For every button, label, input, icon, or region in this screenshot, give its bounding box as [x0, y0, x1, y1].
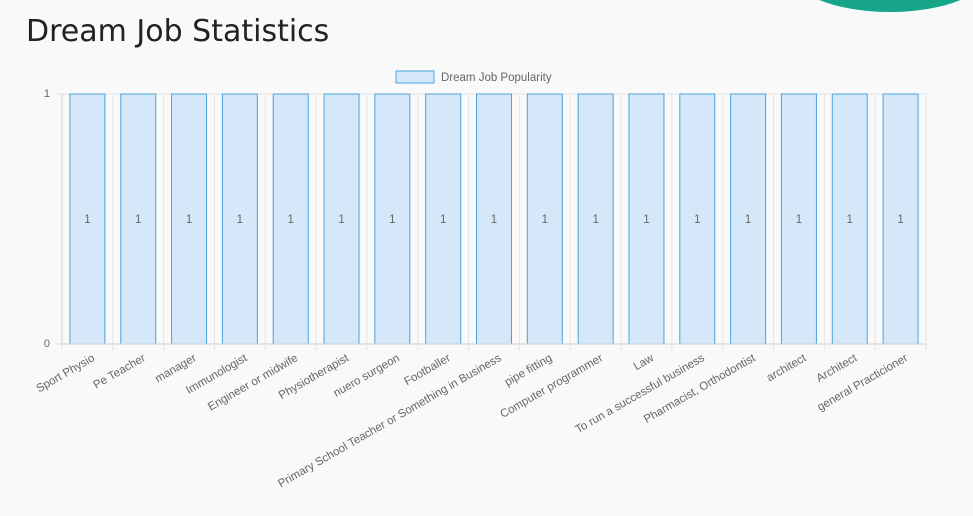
- bar-value-label: 1: [542, 214, 548, 226]
- legend[interactable]: Dream Job Popularity: [395, 70, 552, 84]
- bar-value-label: 1: [694, 214, 700, 226]
- bar[interactable]: [882, 93, 919, 345]
- bar-value-label: 1: [389, 214, 395, 226]
- y-axis-ticks: 1 0: [44, 88, 50, 350]
- bar-value-label: 1: [288, 214, 294, 226]
- y-tick-label: 0: [44, 338, 50, 350]
- bar[interactable]: [780, 93, 817, 345]
- bar-value-label: 1: [237, 214, 243, 226]
- bar-value-label: 1: [796, 214, 802, 226]
- bar[interactable]: [171, 93, 208, 345]
- x-axis-label: Law: [632, 352, 657, 373]
- x-axis-label: Sport Physio: [34, 352, 96, 395]
- legend-swatch: [395, 70, 435, 84]
- bar-value-label: 1: [84, 214, 90, 226]
- bar[interactable]: [120, 93, 157, 345]
- x-axis-label: Engineer or midwife: [206, 352, 300, 413]
- bar[interactable]: [476, 93, 512, 345]
- y-tick-label: 1: [44, 88, 50, 100]
- bar[interactable]: [221, 93, 258, 345]
- bar-value-label: 1: [135, 214, 141, 226]
- x-axis-label: architect: [765, 352, 809, 385]
- bar-value-label: 1: [745, 214, 751, 226]
- bar-value-label: 1: [440, 214, 446, 226]
- bar[interactable]: [577, 93, 614, 345]
- bar[interactable]: [730, 93, 767, 345]
- bar[interactable]: [628, 93, 665, 345]
- data-labels: 1 1 1 1 1 1 1 1 1 1 1 1 1 1 1 1 1: [84, 214, 904, 226]
- bar-value-label: 1: [897, 214, 903, 226]
- bar[interactable]: [831, 93, 868, 345]
- page-title: Dream Job Statistics: [26, 14, 330, 49]
- bar[interactable]: [272, 93, 309, 345]
- legend-label: Dream Job Popularity: [441, 72, 552, 84]
- bar-value-label: 1: [491, 214, 497, 226]
- bar-value-label: 1: [847, 214, 853, 226]
- bar-series: [69, 93, 919, 345]
- x-axis-label: general Practicioner: [816, 352, 911, 414]
- bar[interactable]: [374, 93, 411, 345]
- bar-value-label: 1: [338, 214, 344, 226]
- x-axis-label: Architect: [815, 352, 860, 385]
- bar-value-label: 1: [643, 214, 649, 226]
- axes: [61, 94, 926, 345]
- bar[interactable]: [526, 93, 563, 345]
- bar[interactable]: [425, 93, 462, 345]
- bar-value-label: 1: [186, 214, 192, 226]
- bar[interactable]: [679, 93, 716, 345]
- bar-value-label: 1: [592, 214, 598, 226]
- x-axis-label: manager: [153, 352, 198, 385]
- x-axis-label: Pe Teacher: [92, 352, 148, 391]
